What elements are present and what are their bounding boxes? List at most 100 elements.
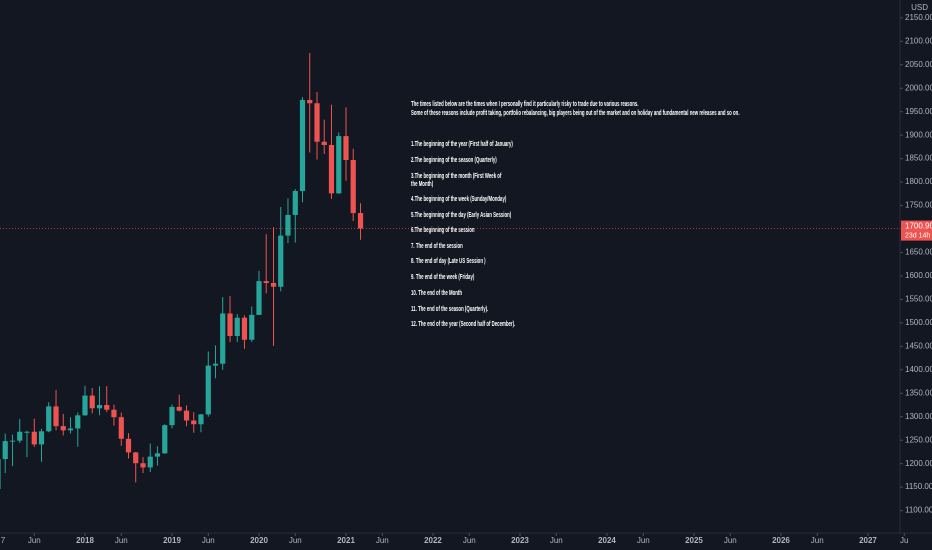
- candle-body: [9, 440, 16, 442]
- y-tick-label: 2050.000: [905, 60, 932, 69]
- candle-body: [82, 395, 88, 416]
- x-tick-label: Ju: [900, 536, 908, 545]
- candle-body: [343, 136, 349, 161]
- annotation-line: the Month): [411, 181, 433, 188]
- y-tick-label: 1850.000: [905, 154, 932, 163]
- y-tick-label: 1150.000: [905, 482, 932, 491]
- annotation-line: 1.The beginning of the year (First half …: [411, 141, 513, 148]
- candle-body: [133, 452, 139, 464]
- candle-body: [321, 141, 327, 146]
- y-tick-label: 1650.000: [905, 248, 932, 257]
- candle-body: [176, 406, 182, 411]
- candle-body: [314, 103, 320, 142]
- x-tick-label: 2020: [250, 536, 268, 545]
- annotation-line: 8. The end of day (Late US Session ): [411, 258, 486, 265]
- candle-body: [125, 438, 132, 453]
- candle-body: [111, 409, 117, 418]
- candle-body: [307, 99, 313, 104]
- x-tick-label: Jun: [115, 536, 128, 545]
- candle-body: [285, 214, 291, 236]
- x-tick-label: 2022: [424, 536, 442, 545]
- plot-area: [0, 53, 364, 490]
- y-tick-label: 1500.000: [905, 318, 932, 327]
- x-tick-label: 2025: [685, 536, 703, 545]
- candle-body: [198, 414, 204, 425]
- y-tick-label: 1400.000: [905, 365, 932, 374]
- annotation-line: 6.The beginning of the session: [411, 227, 475, 234]
- candle-body: [2, 441, 8, 459]
- last-price-label: 1700.907: [905, 222, 932, 231]
- candle-body: [270, 282, 277, 287]
- x-tick-label: 2018: [76, 536, 94, 545]
- x-tick-label: 2026: [772, 536, 790, 545]
- y-tick-label: 1250.000: [905, 435, 932, 444]
- x-tick-label: Jun: [463, 536, 476, 545]
- y-tick-label: 2000.000: [905, 83, 932, 92]
- candle-body: [75, 415, 81, 429]
- x-tick-label: Jun: [289, 536, 302, 545]
- candle-body: [169, 406, 175, 426]
- candle-body: [38, 431, 45, 445]
- y-tick-label: 1900.000: [905, 130, 932, 139]
- annotation-line: 12. The end of the year (Second half of …: [411, 321, 516, 328]
- candle-body: [183, 410, 190, 421]
- candle-body: [336, 136, 342, 194]
- y-tick-label: 1200.000: [905, 459, 932, 468]
- candle-body: [357, 213, 364, 229]
- candle-body: [227, 313, 233, 337]
- y-tick-label: 1100.000: [905, 506, 932, 515]
- candle-body: [234, 317, 240, 337]
- candle-body: [205, 365, 211, 415]
- y-tick-label: 1800.000: [905, 177, 932, 186]
- candle-body: [0, 458, 1, 490]
- x-tick-label: 2021: [337, 536, 355, 545]
- x-tick-label: 2024: [598, 536, 616, 545]
- x-tick-label: Jun: [637, 536, 650, 545]
- candle-body: [60, 426, 66, 431]
- y-tick-label: 1350.000: [905, 388, 932, 397]
- annotation-line: 4.The beginning of the week (Sunday/Mond…: [411, 196, 506, 203]
- candle-body: [154, 453, 161, 457]
- candle-body: [31, 431, 37, 445]
- annotation-line: 3.The beginning of the month (First Week…: [411, 173, 501, 180]
- x-tick-label: Jun: [550, 536, 563, 545]
- candle-body: [350, 160, 356, 214]
- x-tick-label: Jun: [811, 536, 824, 545]
- candle-body: [249, 314, 255, 340]
- candle-body: [220, 313, 226, 364]
- x-tick-label: 2023: [511, 536, 529, 545]
- countdown-label: 23d 14h: [905, 232, 930, 239]
- candle-body: [24, 431, 30, 433]
- candle-body: [256, 281, 262, 315]
- annotation: The times listed below are the times whe…: [411, 101, 740, 328]
- candle-body: [162, 425, 168, 454]
- x-tick-label: Jun: [202, 536, 215, 545]
- candle-body: [89, 395, 95, 409]
- candle-body: [212, 363, 219, 366]
- annotation-line: 11. The end of the season (Quarterly).: [411, 306, 489, 313]
- x-tick-label: 2027: [859, 536, 877, 545]
- x-tick-label: Jun: [724, 536, 737, 545]
- candle-body: [104, 405, 110, 410]
- annotation-line: 5.The beginning of the day (Early Asian …: [411, 212, 511, 219]
- last-price-box: [901, 220, 932, 241]
- y-tick-label: 1300.000: [905, 412, 932, 421]
- annotation-line: 9. The end of the week (Friday): [411, 274, 474, 281]
- x-tick-label: 2019: [163, 536, 181, 545]
- y-tick-label: 1600.000: [905, 271, 932, 280]
- candle-body: [292, 191, 298, 215]
- y-tick-label: 1750.000: [905, 201, 932, 210]
- currency-label: USD: [911, 3, 928, 12]
- y-tick-label: 2150.000: [905, 13, 932, 22]
- y-tick-label: 1550.000: [905, 295, 932, 304]
- annotation-line: 10. The end of the Month: [411, 290, 462, 297]
- annotation-line: 7. The end of the session: [411, 243, 463, 250]
- annotation-line: The times listed below are the times whe…: [411, 101, 639, 108]
- candle-body: [278, 235, 284, 287]
- annotation-line: 2.The beginning of the season (Quarterly…: [411, 157, 497, 164]
- candle-body: [118, 417, 124, 439]
- x-tick-label: Jun: [376, 536, 389, 545]
